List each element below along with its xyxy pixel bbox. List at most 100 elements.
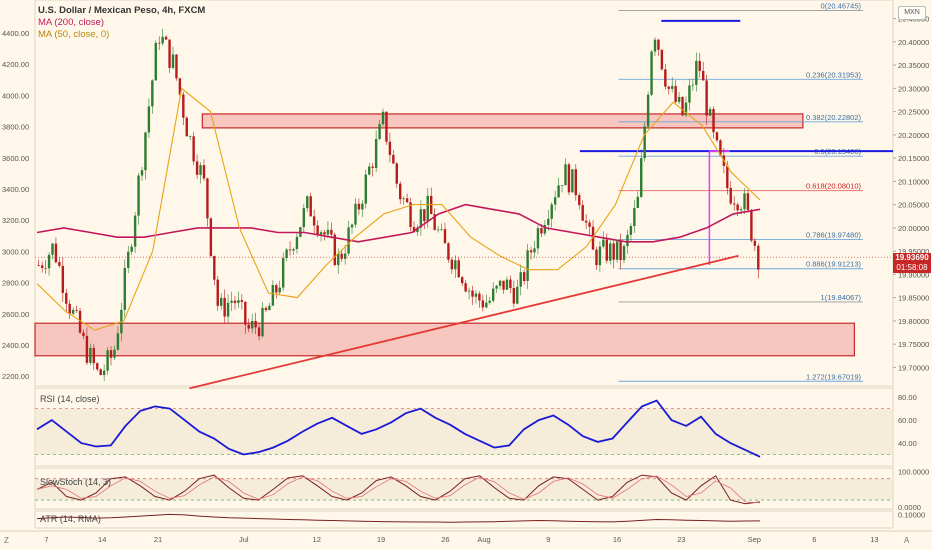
stoch-band [35, 478, 893, 501]
candle-body [664, 69, 667, 87]
candle-body [691, 84, 695, 86]
candle-body [154, 42, 157, 81]
candle-body [306, 196, 309, 209]
candle-body [302, 208, 306, 228]
candle-body [51, 243, 54, 255]
candle-body [516, 286, 519, 304]
candle-body [533, 248, 536, 253]
candle-body [337, 253, 340, 266]
candle-body [192, 136, 195, 162]
x-axis-tick: 19 [377, 535, 385, 544]
chart-title: U.S. Dollar / Mexican Peso, 4h, FXCM [38, 5, 206, 16]
candle-body [219, 297, 223, 306]
sr-zone-1 [34, 322, 855, 357]
candle-body [657, 39, 660, 50]
right-axis-tick: 20.10000 [898, 177, 929, 186]
candle-body [671, 86, 674, 89]
candle-body [447, 243, 450, 260]
candle-body [502, 280, 505, 290]
candle-body [519, 272, 522, 287]
candle-body [202, 165, 206, 179]
bottom-right-corner[interactable]: A [904, 536, 910, 545]
x-axis-tick: 12 [313, 535, 321, 544]
fib-level-label: 0.786(19.97480) [806, 231, 862, 240]
candle-body [151, 80, 154, 107]
x-axis-tick: 9 [546, 535, 550, 544]
candle-body [602, 239, 605, 247]
candle-body [92, 347, 96, 364]
candle-body [223, 297, 226, 317]
bottom-left-corner[interactable]: Z [4, 536, 9, 545]
left-axis-tick: 4400.00 [2, 29, 29, 38]
candle-body [395, 163, 398, 184]
candle-body [233, 300, 237, 303]
right-axis-tick: 20.40000 [898, 38, 929, 47]
candle-body [488, 300, 491, 303]
rsi-legend: RSI (14, close) [40, 394, 100, 404]
candle-body [695, 60, 698, 85]
candle-body [753, 240, 757, 246]
candle-body [144, 132, 147, 171]
candle-body [609, 243, 612, 261]
candle-body [175, 54, 178, 79]
candle-body [378, 124, 381, 140]
candle-body [757, 245, 760, 270]
candle-body [643, 126, 646, 159]
candle-body [512, 288, 516, 304]
atr-legend: ATR (14, RMA) [40, 514, 101, 524]
left-axis-tick: 3800.00 [2, 123, 29, 132]
fib-level-label: 0.618(20.08010) [806, 182, 862, 191]
candle-body [216, 279, 219, 306]
fib-level-label: 0.236(20.31953) [806, 70, 862, 79]
candle-body [374, 139, 378, 168]
ma50-line [36, 87, 761, 331]
candle-body [354, 203, 357, 225]
candle-body [574, 169, 578, 196]
candle-body [116, 333, 120, 350]
candle-body [78, 310, 82, 333]
candle-body [323, 232, 326, 235]
x-axis-tick: Sep [748, 535, 761, 544]
candle-body [96, 363, 99, 370]
right-axis-tick: 20.00000 [898, 224, 929, 233]
candle-body [584, 220, 588, 223]
right-axis-tick: 20.05000 [898, 201, 929, 210]
candle-body [598, 246, 602, 266]
candle-body [478, 293, 481, 301]
candle-body [209, 218, 213, 256]
candle-body [550, 204, 553, 219]
candle-body [416, 227, 419, 233]
candle-body [58, 262, 61, 266]
candle-body [140, 170, 144, 176]
candle-body [281, 258, 285, 288]
candle-body [426, 195, 429, 222]
pane-border-3 [34, 510, 894, 529]
currency-badge[interactable]: MXN [898, 6, 926, 20]
left-axis-tick: 2200.00 [2, 372, 29, 381]
rsi-band [35, 408, 893, 455]
left-axis-tick: 2400.00 [2, 341, 29, 350]
candle-body [147, 106, 151, 133]
candle-body [750, 209, 753, 241]
left-axis-tick: 2600.00 [2, 310, 29, 319]
candle-body [85, 335, 89, 363]
candle-body [629, 226, 633, 235]
candle-body [133, 215, 137, 247]
candle-body [102, 370, 106, 375]
candle-body [371, 166, 374, 168]
candle-body [206, 178, 209, 219]
candle-body [615, 241, 619, 260]
candle-body [412, 227, 416, 233]
price-tag-value: 19.93690 [895, 253, 929, 262]
pane-border-0 [34, 0, 894, 387]
candle-body [612, 243, 615, 260]
candle-body [719, 140, 722, 156]
candle-body [392, 154, 395, 164]
right-axis-tick: 20.15000 [898, 154, 929, 163]
candle-body [460, 277, 464, 284]
candle-body [633, 207, 636, 227]
candle-body [543, 224, 547, 234]
candle-body [578, 195, 581, 206]
x-axis-tick: 23 [677, 535, 685, 544]
